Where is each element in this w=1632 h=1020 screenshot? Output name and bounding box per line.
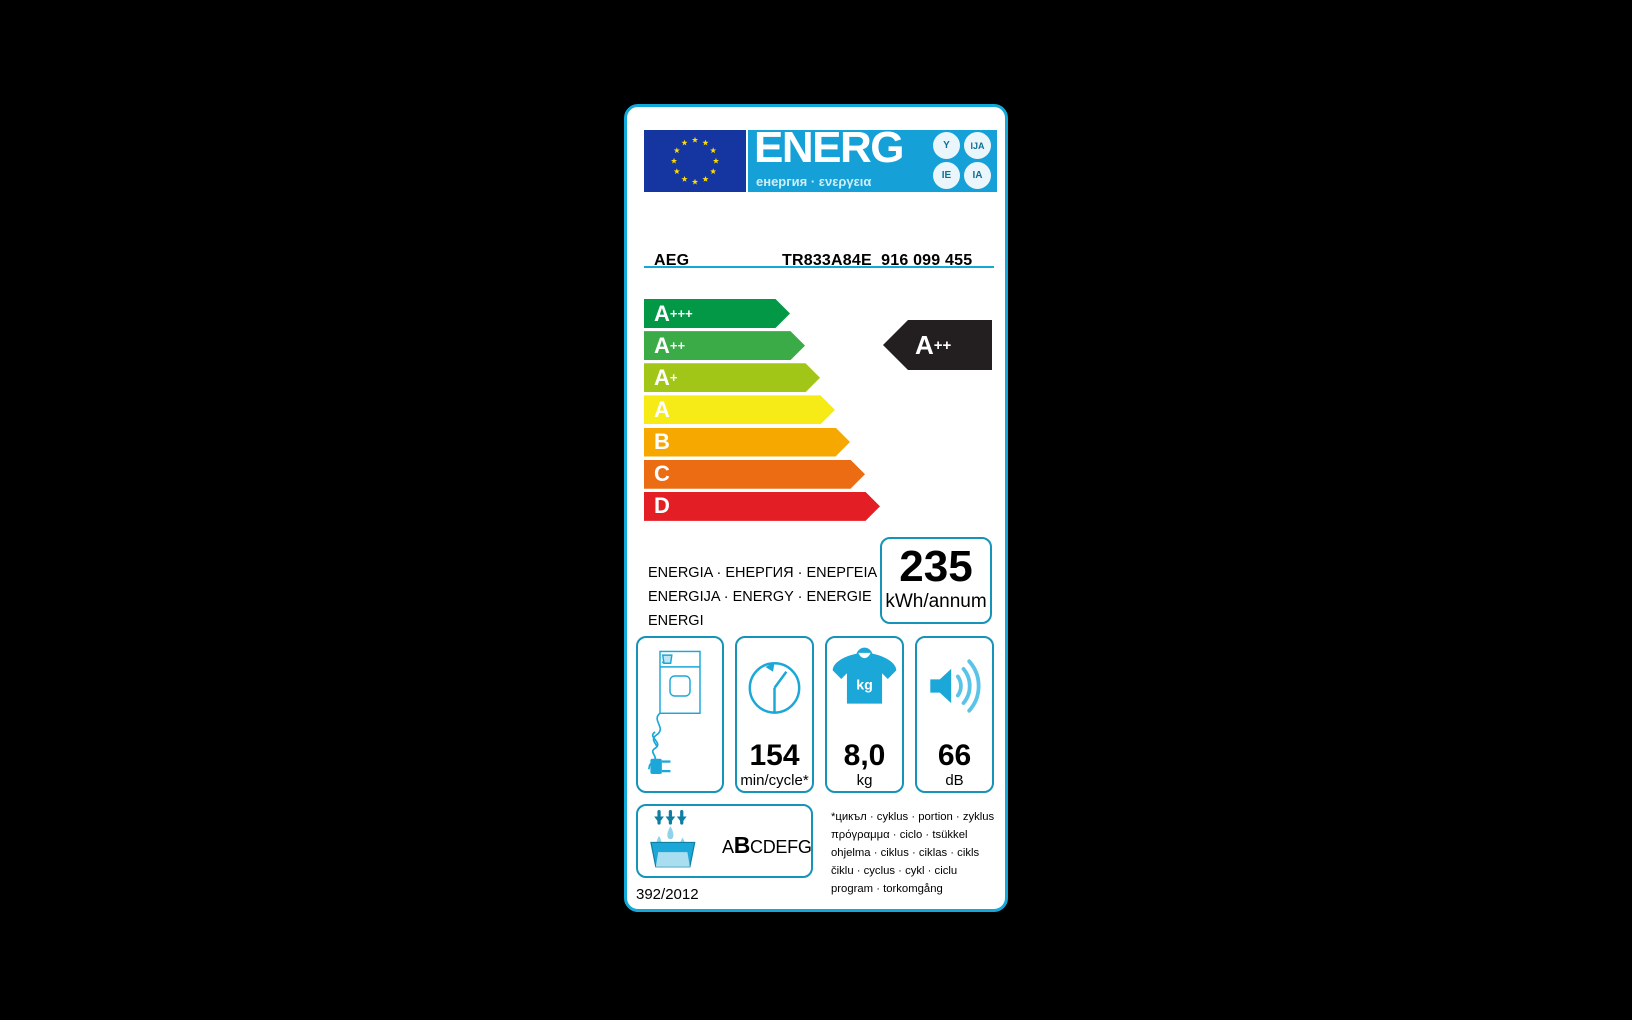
- svg-text:kg: kg: [856, 677, 873, 693]
